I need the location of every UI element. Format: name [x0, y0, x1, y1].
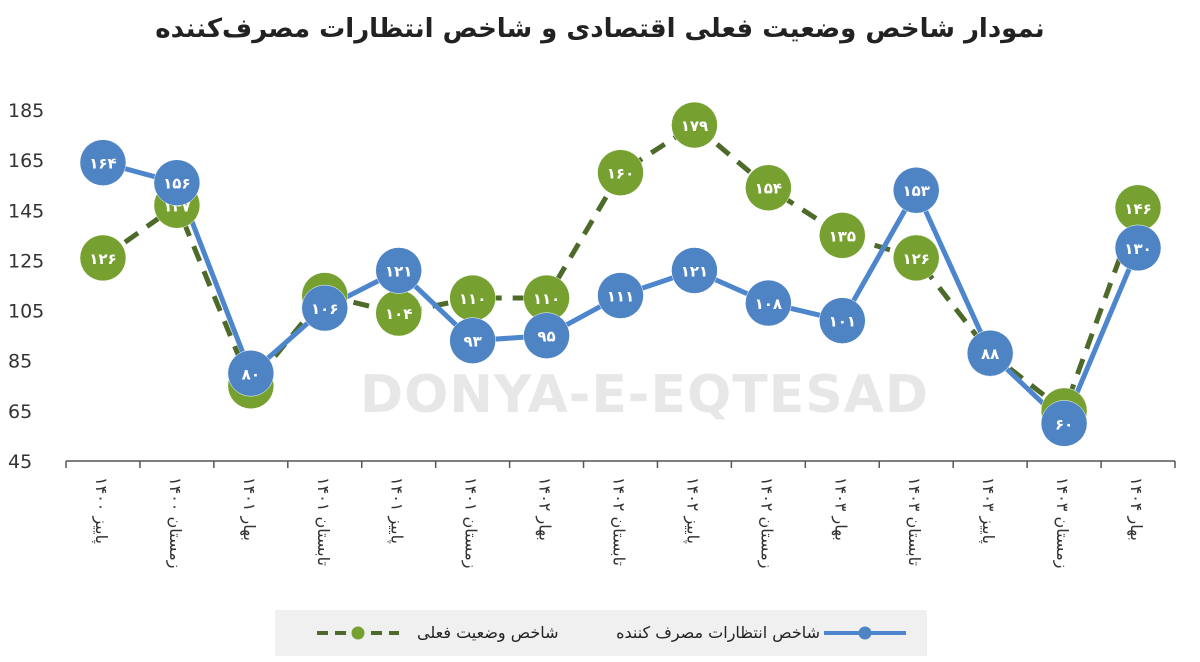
series-line-current [101, 122, 1141, 414]
data-label-expectations: ۱۰۱ [829, 313, 856, 331]
data-point-expectations [892, 166, 940, 214]
y-tick-label: 165 [8, 150, 44, 172]
x-tick-label: ۱۴۰۱ زمستان [461, 477, 481, 569]
data-point-expectations [819, 297, 866, 344]
data-label-expectations: ۱۱۱ [607, 288, 634, 306]
data-label-expectations: ۶۰ [1055, 415, 1073, 433]
chart-title: نمودار شاخص وضعیت فعلی اقتصادی و شاخص ان… [155, 14, 1045, 44]
legend-label-current: شاخص وضعیت فعلی [417, 623, 559, 642]
data-point-expectations [597, 272, 644, 319]
data-label-expectations: ۱۵۳ [902, 182, 929, 200]
data-point-expectations [375, 247, 422, 294]
data-point-expectations [449, 317, 496, 364]
data-label-expectations: ۹۳ [463, 333, 481, 351]
data-label-expectations: ۱۲۱ [681, 262, 708, 280]
x-tick-label: ۱۴۰۳ زمستان [1052, 477, 1072, 569]
data-label-expectations: ۱۰۸ [755, 295, 782, 313]
data-label-current: ۱۱۰ [533, 290, 560, 308]
data-label-current: ۱۳۵ [829, 227, 856, 245]
x-tick-label: ۱۴۰۴ بهار [1126, 477, 1146, 541]
data-label-current: ۱۴۶ [1124, 200, 1151, 218]
data-point-expectations [1040, 400, 1088, 447]
data-point-expectations [153, 159, 201, 206]
y-tick-label: 145 [8, 200, 44, 222]
y-tick-label: 85 [8, 351, 32, 373]
x-tick-label: ۱۴۰۱ پاییز [387, 477, 407, 544]
data-point-expectations [671, 247, 718, 294]
y-tick-label: 65 [8, 401, 32, 423]
data-point-expectations [966, 329, 1014, 377]
x-tick-label: ۱۴۰۳ بهار [830, 477, 850, 541]
data-point-expectations [301, 284, 349, 332]
x-tick-label: ۱۴۰۲ زمستان [756, 477, 776, 569]
x-tick-label: ۱۴۰۱ بهار [239, 477, 259, 541]
legend-swatch-current [317, 626, 399, 640]
data-point-expectations [745, 279, 792, 327]
data-point-current [892, 234, 940, 282]
data-label-expectations: ۱۶۴ [89, 155, 116, 173]
line-chart: 185 165 145 125 105 85 65 45 ۱۴۰۰ پاییز ۱۴۰۰ زمست… [8, 100, 1176, 569]
data-point-expectations [1114, 224, 1162, 272]
x-tick-label: ۱۴۰۲ بهار [535, 477, 555, 541]
data-label-current: ۱۱۰ [459, 290, 486, 308]
chart-legend: شاخص انتظارات مصرف کننده شاخص وضعیت فعلی [275, 610, 927, 656]
data-point-expectations [523, 312, 570, 359]
legend-item-expectations: شاخص انتظارات مصرف کننده [605, 610, 915, 656]
legend-label-expectations: شاخص انتظارات مصرف کننده [616, 623, 820, 642]
y-tick-label: 45 [8, 451, 32, 473]
y-tick-label: 105 [8, 301, 44, 323]
data-label-current: ۱۰۴ [385, 305, 412, 323]
y-tick-label: 125 [8, 250, 44, 272]
data-point-current [79, 234, 127, 282]
data-label-expectations: ۱۲۱ [385, 262, 412, 280]
x-tick-label: ۱۴۰۳ پاییز [978, 477, 998, 544]
data-label-current: ۱۵۴ [755, 180, 782, 198]
data-point-current [671, 101, 718, 149]
data-point-current [745, 164, 792, 211]
x-tick-label: ۱۴۰۲ تابستان [610, 477, 629, 566]
data-point-current [819, 212, 866, 259]
data-label-expectations: ۸۰ [242, 365, 260, 383]
y-tick-label: 185 [8, 100, 44, 122]
x-tick-label: ۱۴۰۳ تابستان [905, 477, 924, 566]
data-point-expectations [227, 350, 275, 397]
x-tick-label: ۱۴۰۰ زمستان [165, 477, 185, 569]
data-label-current: ۱۷۹ [681, 117, 708, 135]
data-point-expectations [79, 139, 127, 186]
legend-swatch-expectations [824, 626, 906, 640]
data-label-current: ۱۶۰ [607, 165, 634, 183]
data-label-current: ۱۲۶ [89, 250, 116, 268]
data-label-current: ۱۲۶ [902, 250, 929, 268]
legend-item-current: شاخص وضعیت فعلی [305, 610, 585, 656]
data-label-expectations: ۱۰۶ [311, 300, 338, 318]
data-label-expectations: ۹۵ [537, 328, 555, 346]
data-label-expectations: ۱۳۰ [1124, 240, 1151, 258]
watermark: DONYA-E-EQTESAD [360, 365, 930, 425]
x-tick-label: ۱۴۰۰ پاییز [91, 477, 111, 544]
data-label-expectations: ۱۵۶ [163, 175, 190, 193]
x-tick-label: ۱۴۰۱ تابستان [314, 477, 333, 566]
data-point-current [597, 149, 644, 196]
data-label-expectations: ۸۸ [981, 345, 999, 363]
x-tick-label: ۱۴۰۲ پاییز [682, 477, 702, 544]
